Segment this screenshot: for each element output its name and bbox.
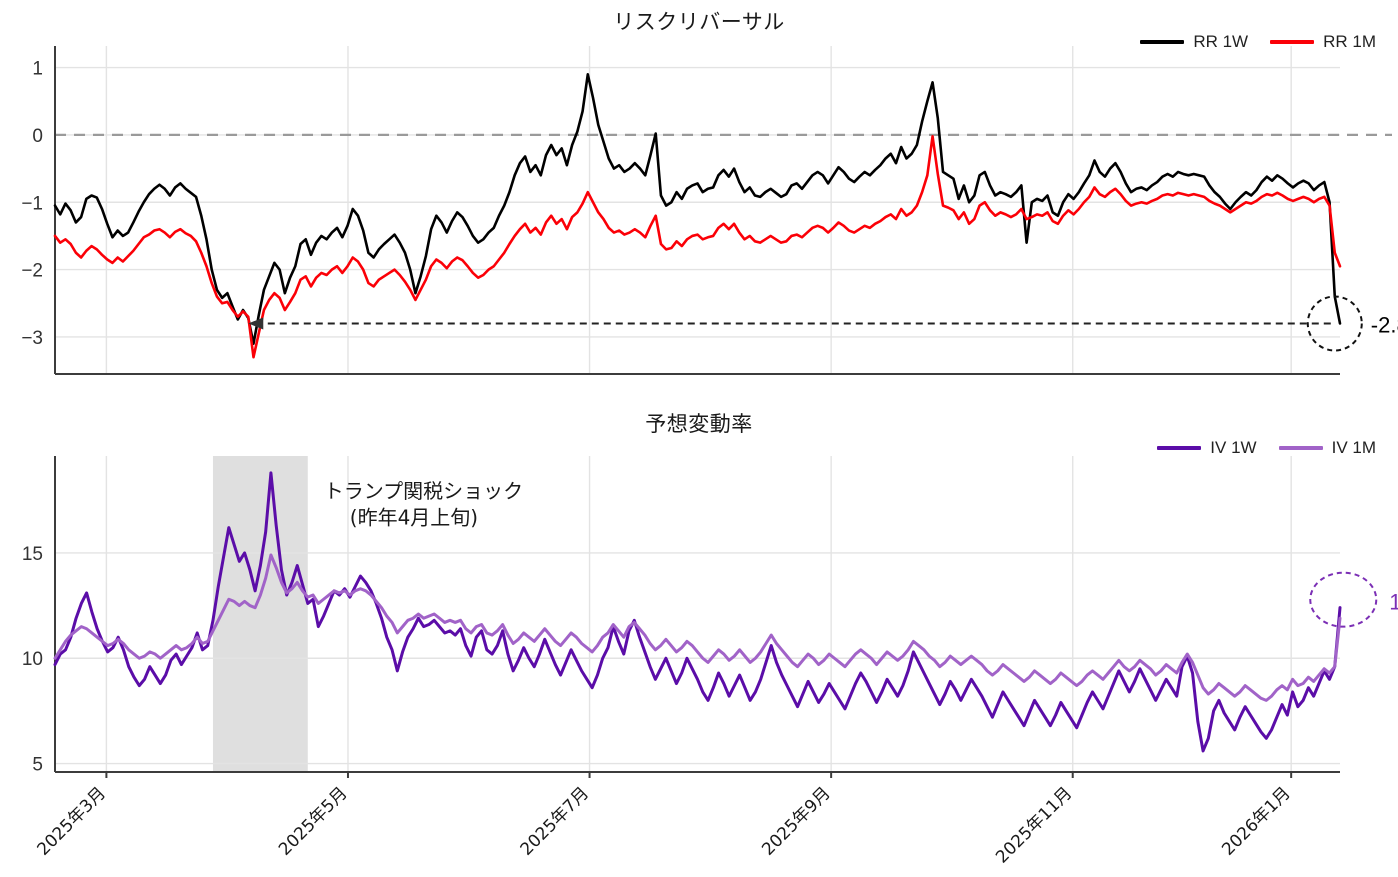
series-line-rr-1m xyxy=(53,134,1342,359)
shaded-event-region xyxy=(212,456,308,772)
callout-ellipse-marker xyxy=(1309,571,1378,628)
y-tick-label: 15 xyxy=(22,544,43,565)
callout-arrow-head xyxy=(248,317,264,330)
legend-swatch-rr-1w xyxy=(1140,40,1185,44)
legend-entry-iv-1w[interactable]: IV 1W xyxy=(1157,438,1257,458)
series-line-iv-1w xyxy=(53,471,1342,753)
legend-entry-rr-1m[interactable]: RR 1M xyxy=(1270,32,1376,52)
callout-circle-marker xyxy=(1306,295,1363,352)
legend-swatch-iv-1m xyxy=(1278,446,1323,450)
y-tick-label: −1 xyxy=(21,193,43,214)
legend-entry-iv-1m[interactable]: IV 1M xyxy=(1278,438,1376,458)
x-tick-label: 2025年5月 xyxy=(275,783,351,859)
series-line-rr-1w xyxy=(53,72,1342,345)
legend-swatch-iv-1w xyxy=(1157,446,1202,450)
x-tick-label: 2025年7月 xyxy=(517,783,593,859)
callout-value-implied-volatility: 12.4% xyxy=(1389,590,1398,615)
legend-swatch-rr-1m xyxy=(1270,40,1315,44)
y-tick-label: −3 xyxy=(21,328,43,349)
y-tick-label: 1 xyxy=(32,59,43,80)
shock-annotation-line1: トランプ関税ショック xyxy=(324,479,523,503)
risk-reversal-title: リスクリバーサル xyxy=(613,10,785,34)
risk-reversal-plot: 1 0 −1 −2 −3 -2.8 xyxy=(21,46,1398,375)
callout-value-risk-reversal: -2.8 xyxy=(1371,312,1398,337)
x-tick-label: 2025年9月 xyxy=(758,783,834,859)
series-line-iv-1m xyxy=(53,553,1342,702)
y-tick-label: −2 xyxy=(21,261,43,282)
y-tick-label: 0 xyxy=(32,126,43,147)
risk-reversal-panel: リスクリバーサル RR 1W RR 1M 1 0 −1 −2 −3 -2.8 xyxy=(0,0,1398,400)
legend-entry-rr-1w[interactable]: RR 1W xyxy=(1140,32,1248,52)
x-tick-label: 2025年11月 xyxy=(992,783,1076,867)
legend-label-rr-1w: RR 1W xyxy=(1193,32,1249,51)
risk-reversal-legend: RR 1W RR 1M xyxy=(1140,32,1376,52)
shock-annotation-line2: (昨年4月上旬) xyxy=(350,505,478,529)
implied-volatility-plot: 15 10 5 トランプ関税ショック(昨年4月上旬) 12.4% 2025年3月 2025年… xyxy=(22,456,1398,867)
legend-label-rr-1m: RR 1M xyxy=(1323,32,1376,51)
x-tick-label: 2025年3月 xyxy=(34,783,110,859)
legend-label-iv-1m: IV 1M xyxy=(1331,438,1376,457)
implied-volatility-panel: 予想変動率 IV 1W IV 1M 15 10 5 トランプ関税ショック (昨年4月上旬… xyxy=(0,400,1398,877)
x-tick-label: 2026年1月 xyxy=(1218,783,1294,859)
implied-volatility-legend: IV 1W IV 1M xyxy=(1157,438,1376,458)
y-tick-label: 5 xyxy=(32,755,43,776)
y-tick-label: 10 xyxy=(22,649,43,670)
legend-label-iv-1w: IV 1W xyxy=(1210,438,1257,457)
implied-volatility-title: 予想変動率 xyxy=(645,412,753,436)
